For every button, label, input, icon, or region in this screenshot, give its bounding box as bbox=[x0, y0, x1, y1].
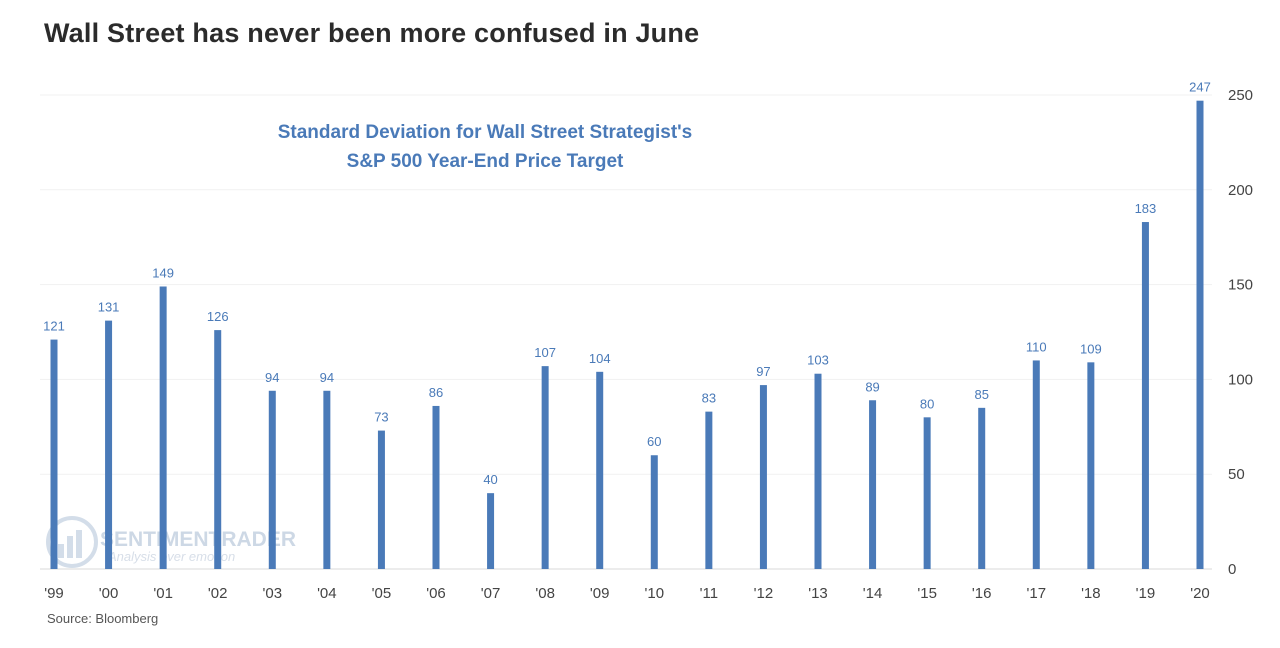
x-tick-label: '03 bbox=[263, 585, 283, 602]
y-tick-label: 200 bbox=[1228, 182, 1253, 199]
bar bbox=[214, 330, 222, 569]
bar bbox=[487, 493, 495, 569]
data-label: 183 bbox=[1135, 201, 1157, 216]
data-label: 80 bbox=[920, 396, 934, 411]
y-tick-label: 150 bbox=[1228, 277, 1253, 294]
data-label: 131 bbox=[98, 300, 120, 315]
bar bbox=[377, 430, 385, 569]
data-label: 107 bbox=[534, 345, 556, 360]
x-tick-label: '00 bbox=[99, 585, 119, 602]
data-label: 126 bbox=[207, 309, 229, 324]
bar bbox=[105, 320, 113, 569]
bar bbox=[159, 286, 167, 569]
x-tick-label: '01 bbox=[153, 585, 173, 602]
x-tick-label: '08 bbox=[535, 585, 555, 602]
x-tick-label: '05 bbox=[372, 585, 392, 602]
x-tick-label: '19 bbox=[1136, 585, 1156, 602]
bar bbox=[705, 411, 713, 569]
x-tick-label: '16 bbox=[972, 585, 992, 602]
bar bbox=[923, 417, 931, 569]
data-label: 89 bbox=[865, 379, 879, 394]
data-label: 247 bbox=[1189, 80, 1211, 95]
data-label: 104 bbox=[589, 351, 611, 366]
x-tick-label: '11 bbox=[700, 585, 718, 602]
source-note: Source: Bloomberg bbox=[47, 611, 159, 626]
bar bbox=[596, 371, 604, 569]
x-tick-label: '10 bbox=[645, 585, 665, 602]
bar bbox=[650, 455, 658, 569]
x-axis-ticks: '99 '00 '01 '02 '03 '04 '05 '06 '07 '08 '09 '10 '11 '… bbox=[44, 585, 1210, 602]
y-axis-ticks: 0 50 100 150 200 250 bbox=[1228, 87, 1253, 578]
x-tick-label: '20 bbox=[1190, 585, 1210, 602]
x-tick-label: '09 bbox=[590, 585, 610, 602]
data-label: 149 bbox=[152, 265, 174, 280]
x-tick-label: '06 bbox=[426, 585, 446, 602]
data-label: 85 bbox=[974, 387, 988, 402]
chart-subtitle: Standard Deviation for Wall Street Strat… bbox=[278, 122, 693, 172]
bars bbox=[50, 100, 1204, 570]
x-tick-label: '17 bbox=[1027, 585, 1047, 602]
x-tick-label: '12 bbox=[754, 585, 774, 602]
bar bbox=[1087, 362, 1095, 569]
bar bbox=[1196, 100, 1204, 570]
data-label: 94 bbox=[265, 370, 279, 385]
x-tick-label: '04 bbox=[317, 585, 337, 602]
bar bbox=[323, 390, 331, 569]
data-label: 60 bbox=[647, 434, 661, 449]
chart-subtitle-line-2: S&P 500 Year-End Price Target bbox=[347, 151, 624, 172]
gridlines bbox=[40, 94, 1212, 570]
watermark-brand: SENTIMENTRADER bbox=[100, 528, 296, 551]
data-label: 83 bbox=[702, 391, 716, 406]
y-tick-label: 100 bbox=[1228, 371, 1253, 388]
bar bbox=[541, 366, 549, 569]
y-tick-label: 50 bbox=[1228, 466, 1245, 483]
y-tick-label: 250 bbox=[1228, 87, 1253, 104]
x-tick-label: '15 bbox=[917, 585, 937, 602]
bar bbox=[50, 339, 58, 569]
bar bbox=[1032, 360, 1040, 569]
bar bbox=[432, 405, 440, 569]
x-tick-label: '14 bbox=[863, 585, 883, 602]
data-label: 109 bbox=[1080, 341, 1102, 356]
bar bbox=[869, 400, 877, 569]
y-tick-label: 0 bbox=[1228, 561, 1236, 578]
x-tick-label: '99 bbox=[44, 585, 64, 602]
data-label: 40 bbox=[483, 472, 497, 487]
x-tick-label: '13 bbox=[808, 585, 828, 602]
x-tick-label: '07 bbox=[481, 585, 501, 602]
bar bbox=[1141, 222, 1149, 570]
bar bbox=[268, 390, 276, 569]
bar bbox=[814, 373, 822, 569]
watermark-logo: SENTIMENTRADER Analysis over emotion bbox=[46, 516, 296, 568]
data-label: 73 bbox=[374, 410, 388, 425]
x-tick-label: '18 bbox=[1081, 585, 1101, 602]
data-label: 97 bbox=[756, 364, 770, 379]
chart-headline: Wall Street has never been more confused… bbox=[44, 18, 700, 48]
chart-subtitle-line-1: Standard Deviation for Wall Street Strat… bbox=[278, 122, 693, 143]
data-label: 94 bbox=[320, 370, 334, 385]
data-label: 110 bbox=[1026, 339, 1047, 354]
bar bbox=[978, 407, 986, 569]
data-label: 86 bbox=[429, 385, 443, 400]
watermark-tagline: Analysis over emotion bbox=[107, 549, 235, 564]
data-label: 103 bbox=[807, 353, 829, 368]
data-label: 121 bbox=[43, 319, 65, 334]
bar bbox=[759, 385, 767, 569]
x-tick-label: '02 bbox=[208, 585, 228, 602]
value-labels: 121 131 149 126 94 94 73 86 40 107 104 60 83 97 103 89 8… bbox=[43, 80, 1211, 487]
